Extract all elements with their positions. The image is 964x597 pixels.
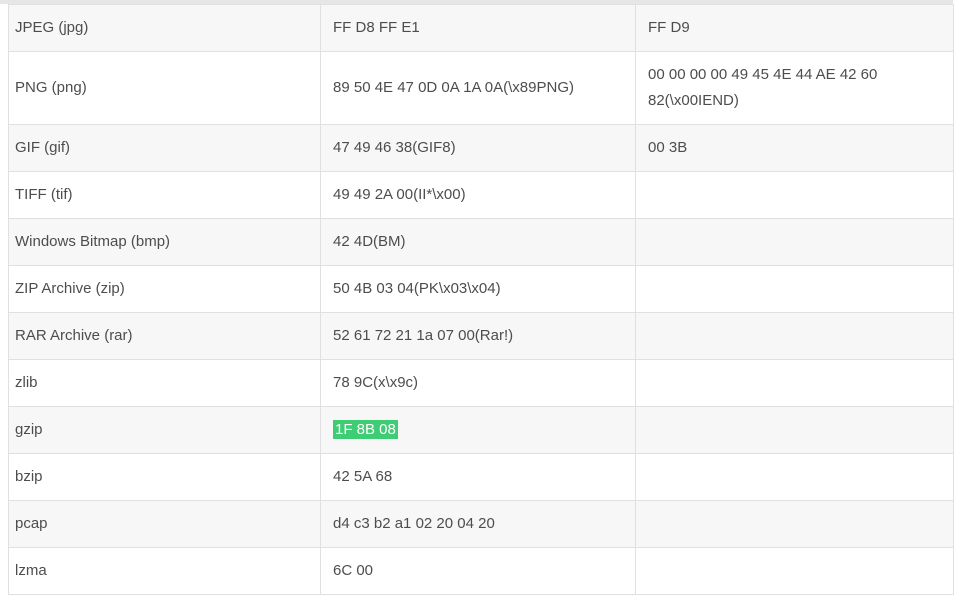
- table-row: RAR Archive (rar) 52 61 72 21 1a 07 00(R…: [8, 312, 954, 360]
- format-cell: JPEG (jpg): [8, 4, 321, 52]
- header-signature-cell: 1F 8B 08: [320, 406, 636, 454]
- format-cell: PNG (png): [8, 51, 321, 125]
- format-cell: pcap: [8, 500, 321, 548]
- search-highlight: 1F 8B 08: [333, 420, 398, 439]
- header-signature-cell: 89 50 4E 47 0D 0A 1A 0A(\x89PNG): [320, 51, 636, 125]
- trailer-signature-cell: [635, 547, 954, 595]
- header-signature-cell: 47 49 46 38(GIF8): [320, 124, 636, 172]
- format-cell: Windows Bitmap (bmp): [8, 218, 321, 266]
- header-signature-cell: 6C 00: [320, 547, 636, 595]
- table-row: PNG (png) 89 50 4E 47 0D 0A 1A 0A(\x89PN…: [8, 51, 954, 125]
- table-row: gzip 1F 8B 08: [8, 406, 954, 454]
- header-signature-cell: d4 c3 b2 a1 02 20 04 20: [320, 500, 636, 548]
- format-cell: zlib: [8, 359, 321, 407]
- trailer-signature-cell: [635, 453, 954, 501]
- table-row: Windows Bitmap (bmp) 42 4D(BM): [8, 218, 954, 266]
- header-signature-cell: FF D8 FF E1: [320, 4, 636, 52]
- header-signature-cell: 42 5A 68: [320, 453, 636, 501]
- header-signature-cell: 52 61 72 21 1a 07 00(Rar!): [320, 312, 636, 360]
- header-signature-cell: 49 49 2A 00(II*\x00): [320, 171, 636, 219]
- format-cell: bzip: [8, 453, 321, 501]
- header-signature-cell: 42 4D(BM): [320, 218, 636, 266]
- table-row: ZIP Archive (zip) 50 4B 03 04(PK\x03\x04…: [8, 265, 954, 313]
- table-row: TIFF (tif) 49 49 2A 00(II*\x00): [8, 171, 954, 219]
- file-signature-table: JPEG (jpg) FF D8 FF E1 FF D9 PNG (png) 8…: [8, 4, 954, 595]
- table-row: GIF (gif) 47 49 46 38(GIF8) 00 3B: [8, 124, 954, 172]
- table-row: bzip 42 5A 68: [8, 453, 954, 501]
- format-cell: RAR Archive (rar): [8, 312, 321, 360]
- trailer-signature-cell: [635, 265, 954, 313]
- trailer-signature-cell: FF D9: [635, 4, 954, 52]
- format-cell: GIF (gif): [8, 124, 321, 172]
- table-row: lzma 6C 00: [8, 547, 954, 595]
- trailer-signature-cell: [635, 406, 954, 454]
- format-cell: gzip: [8, 406, 321, 454]
- trailer-signature-cell: [635, 359, 954, 407]
- trailer-signature-cell: 00 3B: [635, 124, 954, 172]
- trailer-signature-cell: 00 00 00 00 49 45 4E 44 AE 42 60 82(\x00…: [635, 51, 954, 125]
- table-container: JPEG (jpg) FF D8 FF E1 FF D9 PNG (png) 8…: [8, 4, 954, 595]
- format-cell: ZIP Archive (zip): [8, 265, 321, 313]
- trailer-signature-cell: [635, 500, 954, 548]
- trailer-signature-cell: [635, 218, 954, 266]
- format-cell: lzma: [8, 547, 321, 595]
- table-top-border: [0, 0, 953, 4]
- table-row: pcap d4 c3 b2 a1 02 20 04 20: [8, 500, 954, 548]
- table-row: zlib 78 9C(x\x9c): [8, 359, 954, 407]
- trailer-signature-cell: [635, 171, 954, 219]
- table-row: JPEG (jpg) FF D8 FF E1 FF D9: [8, 4, 954, 52]
- header-signature-cell: 50 4B 03 04(PK\x03\x04): [320, 265, 636, 313]
- trailer-signature-cell: [635, 312, 954, 360]
- signature-table-body: JPEG (jpg) FF D8 FF E1 FF D9 PNG (png) 8…: [8, 4, 954, 595]
- header-signature-cell: 78 9C(x\x9c): [320, 359, 636, 407]
- format-cell: TIFF (tif): [8, 171, 321, 219]
